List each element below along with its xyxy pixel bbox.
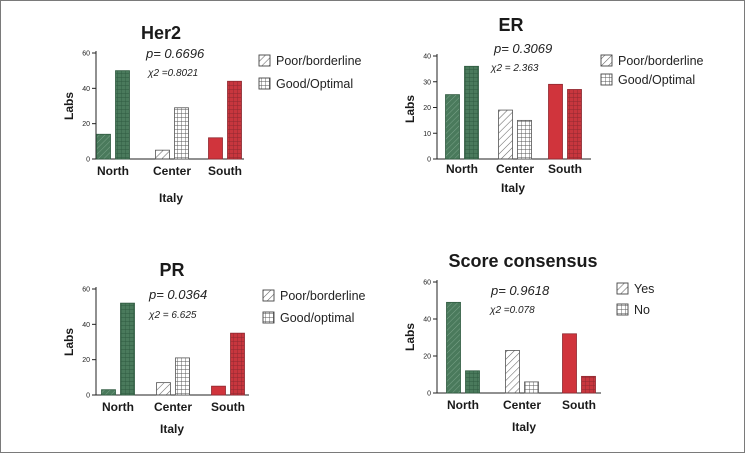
bar-north-series2 bbox=[120, 302, 135, 396]
bar-center-series2 bbox=[524, 381, 539, 394]
bar-north-series1 bbox=[445, 94, 460, 160]
x-category-label: South bbox=[562, 398, 596, 412]
legend-label: Good/optimal bbox=[280, 311, 354, 325]
x-category-label: North bbox=[447, 398, 479, 412]
y-tick-label: 0 bbox=[86, 393, 90, 400]
y-tick-label: 20 bbox=[82, 357, 90, 364]
legend-swatch bbox=[616, 303, 629, 316]
p-value: p= 0.3069 bbox=[493, 41, 552, 56]
x-axis-label: Italy bbox=[501, 181, 525, 195]
chi-square: χ2 = 6.625 bbox=[148, 310, 197, 321]
x-category-label: Center bbox=[154, 400, 192, 414]
chart-title: Her2 bbox=[141, 23, 181, 43]
x-category-label: North bbox=[102, 400, 134, 414]
y-tick-label: 40 bbox=[82, 86, 90, 93]
y-axis-label: Labs bbox=[62, 92, 76, 120]
legend-swatch bbox=[262, 289, 275, 302]
chart-title: PR bbox=[159, 260, 184, 280]
bar-center-series2 bbox=[517, 119, 532, 160]
bar-south-series2 bbox=[581, 375, 596, 394]
x-category-label: South bbox=[208, 164, 242, 178]
y-tick-label: 20 bbox=[423, 105, 431, 112]
bar-center-series1 bbox=[155, 149, 170, 160]
y-tick-label: 0 bbox=[86, 157, 90, 164]
chi-square: χ2 = 2.363 bbox=[490, 63, 539, 74]
legend-swatch bbox=[600, 73, 613, 86]
chart-title: Score consensus bbox=[448, 251, 597, 271]
legend-swatch bbox=[616, 282, 629, 295]
y-tick-label: 20 bbox=[423, 354, 431, 361]
x-category-label: Center bbox=[496, 162, 534, 176]
bar-center-series1 bbox=[156, 382, 171, 396]
p-value: p= 0.9618 bbox=[490, 283, 550, 298]
y-tick-label: 40 bbox=[423, 54, 431, 61]
y-tick-label: 0 bbox=[427, 391, 431, 398]
legend-label: No bbox=[634, 303, 650, 317]
y-tick-label: 0 bbox=[427, 157, 431, 164]
x-axis-label: Italy bbox=[160, 422, 184, 436]
y-tick-label: 30 bbox=[423, 79, 431, 86]
legend-swatch bbox=[258, 54, 271, 67]
legend-label: Poor/borderline bbox=[280, 289, 366, 303]
x-category-label: North bbox=[446, 162, 478, 176]
legend-swatch bbox=[258, 77, 271, 90]
bar-north-series1 bbox=[96, 133, 111, 160]
legend-label: Good/Optimal bbox=[618, 73, 695, 87]
bar-north-series1 bbox=[101, 389, 116, 396]
legend-swatch bbox=[262, 311, 275, 324]
y-tick-label: 10 bbox=[423, 131, 431, 138]
x-category-label: North bbox=[97, 164, 129, 178]
legend-swatch bbox=[600, 54, 613, 67]
bar-south-series1 bbox=[548, 83, 563, 160]
y-tick-label: 60 bbox=[82, 287, 90, 294]
y-tick-label: 40 bbox=[82, 322, 90, 329]
x-category-label: South bbox=[548, 162, 582, 176]
bar-south-series2 bbox=[227, 80, 242, 160]
chi-square: χ2 =0.8021 bbox=[147, 68, 198, 79]
y-tick-label: 60 bbox=[82, 51, 90, 58]
y-axis-label: Labs bbox=[403, 323, 417, 351]
x-category-label: Center bbox=[503, 398, 541, 412]
bar-center-series1 bbox=[498, 109, 513, 160]
bar-south-series2 bbox=[230, 332, 245, 396]
bar-center-series1 bbox=[505, 350, 520, 394]
y-tick-label: 20 bbox=[82, 121, 90, 128]
legend-label: Yes bbox=[634, 282, 654, 296]
bar-center-series2 bbox=[175, 357, 190, 396]
x-category-label: Center bbox=[153, 164, 191, 178]
legend-label: Poor/borderline bbox=[276, 54, 362, 68]
y-tick-label: 40 bbox=[423, 317, 431, 324]
bar-north-series1 bbox=[446, 301, 461, 394]
p-value: p= 0.0364 bbox=[148, 287, 207, 302]
chart-title: ER bbox=[498, 15, 523, 35]
y-axis-label: Labs bbox=[403, 95, 417, 123]
x-category-label: South bbox=[211, 400, 245, 414]
legend-label: Poor/borderline bbox=[618, 54, 704, 68]
bar-south-series1 bbox=[211, 385, 226, 396]
bar-south-series1 bbox=[208, 137, 223, 160]
p-value: p= 0.6696 bbox=[145, 46, 205, 61]
bar-center-series2 bbox=[174, 107, 189, 160]
y-axis-label: Labs bbox=[62, 328, 76, 356]
y-tick-label: 60 bbox=[423, 280, 431, 287]
bar-south-series1 bbox=[562, 333, 577, 394]
chi-square: χ2 =0.078 bbox=[489, 305, 535, 316]
legend-label: Good/Optimal bbox=[276, 77, 353, 91]
bar-north-series2 bbox=[115, 70, 130, 160]
bar-north-series2 bbox=[464, 65, 479, 160]
x-axis-label: Italy bbox=[159, 191, 183, 205]
bar-south-series2 bbox=[567, 89, 582, 160]
bar-north-series2 bbox=[465, 370, 480, 394]
x-axis-label: Italy bbox=[512, 420, 536, 434]
